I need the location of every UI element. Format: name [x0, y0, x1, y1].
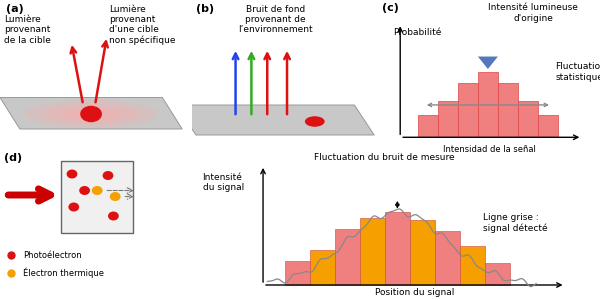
Text: Électron thermique: Électron thermique	[23, 268, 104, 278]
Bar	[385, 212, 410, 285]
Bar	[360, 218, 385, 285]
Ellipse shape	[305, 116, 325, 127]
Bar	[478, 72, 498, 137]
Bar	[460, 246, 485, 285]
Ellipse shape	[62, 108, 119, 120]
Bar	[335, 229, 360, 285]
Text: Photoélectron: Photoélectron	[23, 250, 82, 260]
Bar	[61, 160, 133, 232]
Polygon shape	[176, 105, 374, 135]
Bar	[498, 83, 518, 137]
Bar	[518, 101, 538, 137]
Circle shape	[108, 212, 119, 220]
Text: Position du signal: Position du signal	[374, 288, 454, 297]
Circle shape	[110, 192, 121, 201]
Text: Fluctuation
statistique: Fluctuation statistique	[556, 62, 600, 82]
Bar	[438, 101, 458, 137]
Circle shape	[92, 186, 103, 195]
Ellipse shape	[44, 104, 139, 124]
Circle shape	[103, 171, 113, 180]
Text: Bruit de fond
provenant de
l’environnement: Bruit de fond provenant de l’environneme…	[238, 4, 313, 34]
Text: Ligne grise :
signal détecté: Ligne grise : signal détecté	[484, 213, 548, 233]
Text: (c): (c)	[382, 3, 400, 13]
Circle shape	[68, 202, 79, 211]
Text: Lumière
provenant
de la cible: Lumière provenant de la cible	[4, 15, 51, 45]
Bar	[410, 220, 435, 285]
Bar	[418, 115, 438, 137]
Bar	[538, 115, 558, 137]
Text: Fluctuation du bruit de mesure: Fluctuation du bruit de mesure	[314, 153, 454, 162]
Circle shape	[67, 169, 77, 178]
Text: Intensité lumineuse
d'origine: Intensité lumineuse d'origine	[488, 3, 578, 22]
Polygon shape	[0, 98, 182, 129]
Bar	[485, 263, 510, 285]
Text: (b): (b)	[196, 4, 214, 14]
Text: Lumière
provenant
d'une cible
non spécifique: Lumière provenant d'une cible non spécif…	[109, 4, 175, 45]
Circle shape	[79, 186, 90, 195]
Text: Intensité
du signal: Intensité du signal	[203, 172, 244, 192]
Text: Intensidad de la señal: Intensidad de la señal	[443, 146, 535, 154]
Text: (a): (a)	[6, 4, 23, 14]
Bar	[458, 83, 478, 137]
Polygon shape	[478, 56, 498, 69]
Circle shape	[80, 106, 102, 122]
Bar	[310, 250, 335, 285]
Text: (d): (d)	[4, 153, 22, 163]
Text: Probabilité: Probabilité	[394, 28, 442, 37]
Ellipse shape	[25, 100, 158, 128]
Bar	[284, 261, 310, 285]
Bar	[435, 231, 460, 285]
